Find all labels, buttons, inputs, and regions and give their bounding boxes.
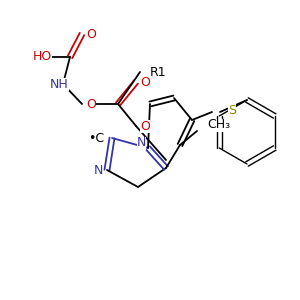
Text: HO: HO (33, 50, 52, 64)
Text: S: S (228, 103, 236, 116)
Text: O: O (140, 119, 150, 133)
Text: •C: •C (88, 131, 104, 145)
Text: N: N (136, 136, 146, 149)
Text: O: O (86, 98, 96, 110)
Text: O: O (86, 28, 96, 40)
Text: CH₃: CH₃ (207, 118, 230, 131)
Text: N: N (94, 164, 103, 176)
Text: O: O (140, 76, 150, 88)
Text: NH: NH (50, 77, 69, 91)
Text: R1: R1 (150, 65, 166, 79)
